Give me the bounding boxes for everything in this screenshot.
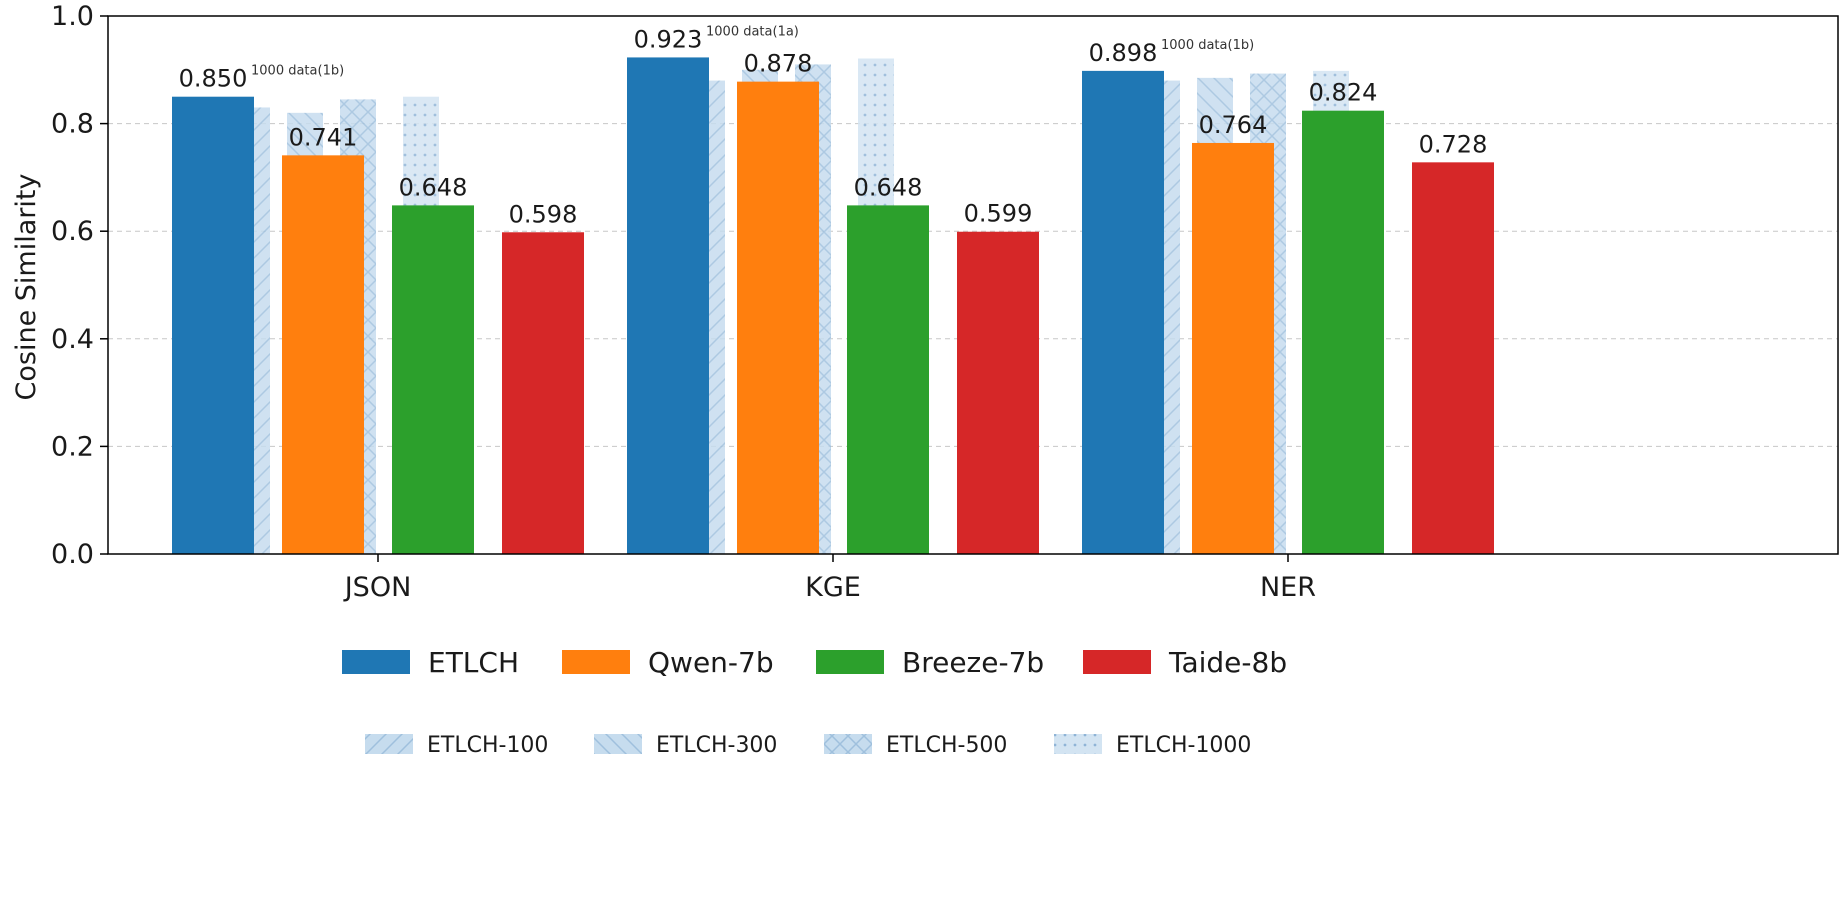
- y-tick-label: 0.0: [51, 539, 94, 570]
- bar-breeze-7b: [1302, 110, 1384, 555]
- y-tick-label: 0.4: [51, 324, 94, 355]
- legend-swatch: [824, 734, 872, 754]
- bar-value-label: 0.599: [964, 200, 1033, 228]
- legend-label: Qwen-7b: [648, 646, 774, 679]
- legend-swatch: [1054, 734, 1102, 754]
- legend-label: ETLCH-1000: [1116, 733, 1251, 758]
- bar-qwen-7b: [1192, 142, 1274, 554]
- bar-value-label: 0.598: [509, 200, 578, 228]
- bar-etlch: [172, 96, 254, 554]
- legend-swatch: [816, 650, 884, 674]
- annotation-label: 1000 data(1b): [251, 64, 344, 79]
- bar-etlch: [1082, 70, 1164, 554]
- bar-value-label: 0.824: [1309, 79, 1378, 107]
- legend-swatch: [562, 650, 630, 674]
- legend-label: ETLCH-300: [656, 733, 777, 758]
- axes: 0.0 0.2 0.4 0.6 0.8 1.0 JSON KGE NER: [51, 1, 1839, 603]
- bar-qwen-7b: [282, 155, 364, 555]
- y-tick-label: 0.2: [51, 431, 94, 462]
- y-tick-label: 0.6: [51, 216, 94, 247]
- data-labels: 0.850 0.741 0.648 0.598 1000 data(1b) 0.923 0.…: [179, 24, 1488, 228]
- bar-value-label: 0.648: [854, 173, 923, 201]
- bar-value-label: 0.898: [1089, 39, 1158, 67]
- legend-label: ETLCH-500: [886, 733, 1007, 758]
- legend-swatch: [594, 734, 642, 754]
- y-tick-label: 1.0: [51, 1, 94, 32]
- bar-value-label: 0.850: [179, 65, 248, 93]
- bar-value-label: 0.764: [1199, 111, 1268, 139]
- y-tick-label: 0.8: [51, 109, 94, 140]
- bar-taide-8b: [957, 231, 1039, 554]
- bar-value-label: 0.648: [399, 173, 468, 201]
- x-tick-label: JSON: [343, 572, 412, 603]
- legend-label: ETLCH: [428, 646, 519, 679]
- bar-etlch: [627, 57, 709, 555]
- legend-label: Taide-8b: [1168, 646, 1287, 679]
- bar-taide-8b: [502, 232, 584, 554]
- legend: ETLCH Qwen-7b Breeze-7b Taide-8b ETLCH-100 ET…: [342, 646, 1287, 758]
- annotation-label: 1000 data(1b): [1161, 38, 1254, 53]
- x-tick-label: KGE: [805, 572, 861, 603]
- legend-swatch: [1083, 650, 1151, 674]
- plot-frame: [107, 15, 1839, 555]
- bars: [172, 57, 1494, 555]
- bar-qwen-7b: [737, 81, 819, 555]
- annotation-label: 1000 data(1a): [706, 24, 799, 39]
- legend-label: Breeze-7b: [902, 646, 1044, 679]
- bar-value-label: 0.923: [634, 25, 703, 53]
- bar-taide-8b: [1412, 162, 1494, 554]
- bar-value-label: 0.741: [289, 123, 358, 151]
- x-tick-label: NER: [1260, 572, 1316, 603]
- legend-swatch: [365, 734, 413, 754]
- bar-breeze-7b: [847, 205, 929, 554]
- y-axis-title: Cosine Similarity: [11, 174, 42, 401]
- bar-value-label: 0.878: [744, 50, 813, 78]
- legend-label: ETLCH-100: [427, 733, 548, 758]
- bar-value-label: 0.728: [1419, 130, 1488, 158]
- bar-breeze-7b: [392, 205, 474, 554]
- legend-swatch: [342, 650, 410, 674]
